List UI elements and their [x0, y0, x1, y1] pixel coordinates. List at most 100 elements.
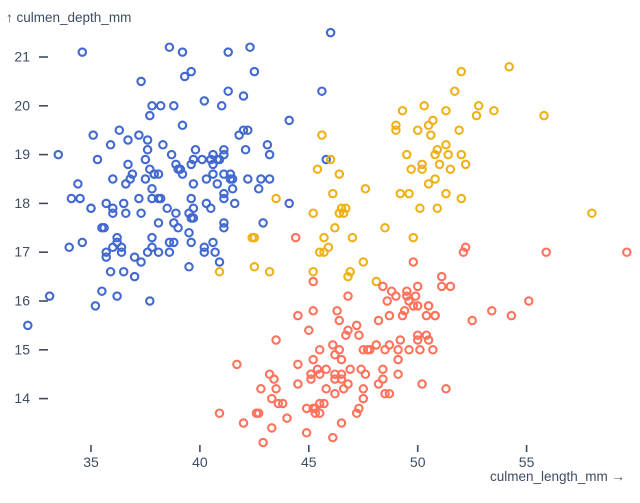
data-point-blue	[121, 208, 131, 218]
data-point-red	[371, 340, 382, 350]
data-point-blue	[317, 86, 327, 96]
data-point-blue	[118, 266, 129, 277]
data-point-red	[334, 315, 345, 326]
data-point-red	[293, 359, 303, 370]
data-point-blue	[44, 291, 55, 301]
data-point-blue	[105, 140, 116, 150]
data-point-red	[328, 340, 338, 350]
data-point-gold	[325, 154, 336, 165]
data-point-blue	[258, 218, 268, 228]
data-point-gold	[314, 247, 325, 257]
data-point-red	[467, 315, 477, 326]
data-point-blue	[136, 257, 146, 267]
y-axis-ticks: 21 20 19 18 17 16 15 14	[14, 49, 48, 406]
data-point-gold	[419, 101, 429, 111]
data-point-red	[378, 364, 388, 375]
data-point-blue	[108, 203, 118, 214]
data-point-red	[328, 432, 338, 443]
data-point-gold	[426, 130, 436, 140]
data-point-red	[524, 296, 534, 306]
x-axis-ticks: 35 40 45 50 55	[83, 445, 535, 470]
data-point-red	[341, 330, 351, 340]
data-point-gold	[489, 105, 499, 116]
data-point-blue	[112, 291, 122, 301]
data-point-red	[362, 345, 373, 355]
data-point-red	[380, 388, 390, 399]
data-point-blue	[158, 140, 168, 150]
data-point-blue	[169, 237, 179, 248]
data-point-blue	[66, 193, 77, 204]
data-point-gold	[341, 203, 351, 214]
data-point-red	[267, 393, 277, 404]
data-point-blue	[229, 198, 240, 209]
data-point-blue	[184, 262, 194, 272]
data-point-gold	[317, 130, 327, 140]
y-tick-label: 15	[14, 341, 30, 357]
data-point-blue	[227, 174, 238, 184]
data-point-gold	[417, 159, 427, 170]
data-point-red	[408, 301, 419, 311]
data-point-red	[253, 408, 264, 418]
data-point-gold	[360, 184, 371, 194]
data-point-gold	[504, 62, 514, 72]
data-point-gold	[460, 159, 471, 170]
data-point-gold	[441, 188, 451, 199]
data-point-blue	[245, 42, 255, 52]
data-point-blue	[208, 169, 218, 179]
data-point-red	[314, 345, 325, 355]
data-point-red	[282, 413, 292, 423]
data-point-red	[321, 384, 331, 394]
data-point-red	[334, 345, 345, 355]
data-point-gold	[345, 266, 355, 277]
data-point-red	[273, 398, 284, 409]
data-point-blue	[171, 208, 181, 218]
data-point-red	[358, 393, 369, 404]
x-tick-label: 45	[301, 454, 317, 470]
data-point-blue	[177, 169, 188, 179]
data-point-gold	[264, 266, 275, 277]
data-point-blue	[186, 237, 196, 248]
data-point-red	[308, 276, 318, 287]
data-point-blue	[155, 101, 166, 111]
data-point-blue	[253, 184, 264, 194]
data-point-blue	[53, 149, 64, 160]
data-point-red	[378, 374, 388, 384]
data-point-red	[271, 384, 281, 394]
data-point-red	[269, 374, 279, 384]
data-point-blue	[142, 135, 153, 145]
data-point-blue	[223, 86, 233, 96]
data-point-red	[436, 271, 447, 282]
data-point-blue	[153, 169, 164, 179]
data-point-blue	[162, 203, 172, 214]
data-point-blue	[186, 193, 196, 204]
data-point-blue	[73, 179, 83, 189]
data-point-gold	[402, 149, 412, 160]
data-point-blue	[227, 184, 238, 194]
data-point-blue	[116, 247, 127, 257]
data-point-red	[330, 374, 340, 384]
data-point-red	[421, 330, 432, 340]
data-point-blue	[243, 174, 253, 184]
data-point-blue	[188, 179, 199, 189]
data-point-gold	[434, 159, 445, 170]
data-point-red	[271, 335, 281, 345]
data-point-blue	[208, 149, 218, 160]
y-axis-title: ↑ culmen_depth_mm	[6, 10, 131, 25]
data-point-red	[412, 335, 423, 345]
data-point-blue	[108, 174, 118, 184]
data-point-gold	[380, 223, 390, 233]
data-point-red	[314, 369, 325, 379]
data-point-red	[378, 281, 388, 292]
data-point-blue	[201, 174, 212, 184]
data-point-blue	[23, 320, 33, 331]
data-point-blue	[145, 110, 155, 121]
data-point-red	[343, 325, 353, 336]
data-point-red	[343, 379, 353, 389]
data-point-gold	[330, 223, 340, 233]
y-tick-label: 17	[14, 244, 30, 260]
data-point-blue	[216, 101, 227, 111]
data-point-gold	[423, 179, 434, 189]
data-point-blue	[145, 296, 155, 306]
data-point-red	[345, 364, 355, 375]
data-point-red	[386, 286, 397, 296]
